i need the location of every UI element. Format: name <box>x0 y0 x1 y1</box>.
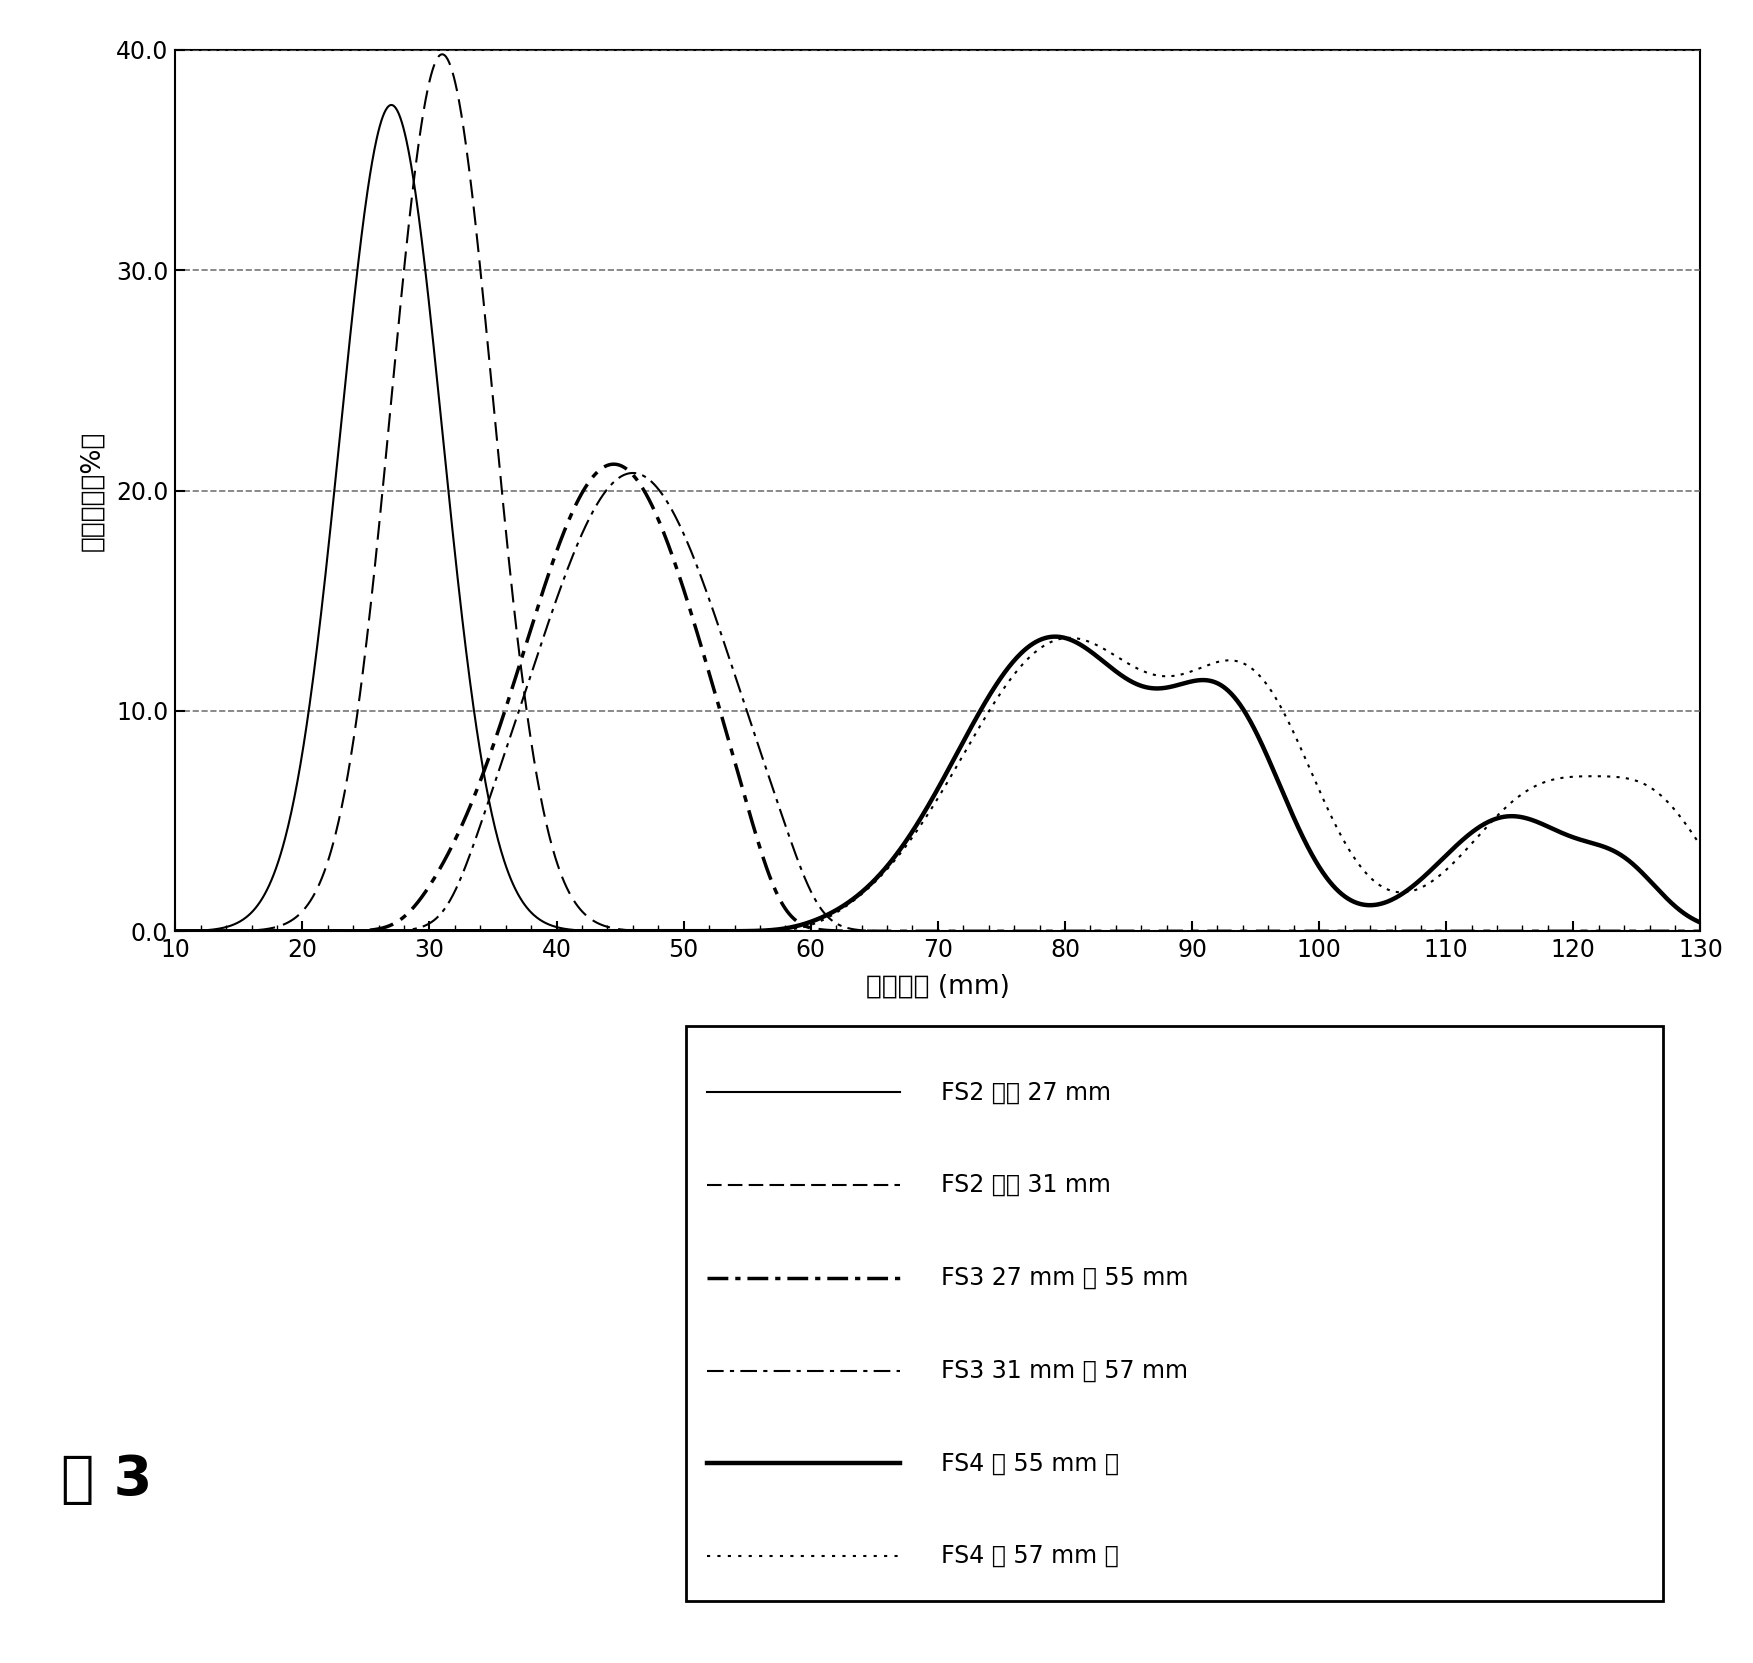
Y-axis label: 重量比例（%）: 重量比例（%） <box>79 431 105 550</box>
Text: FS2 最高 31 mm: FS2 最高 31 mm <box>941 1172 1111 1197</box>
Text: FS4 从 55 mm 起: FS4 从 55 mm 起 <box>941 1452 1118 1475</box>
Text: FS3 31 mm 至 57 mm: FS3 31 mm 至 57 mm <box>941 1359 1189 1382</box>
Text: FS4 从 57 mm 起: FS4 从 57 mm 起 <box>941 1545 1118 1568</box>
Text: FS3 27 mm 至 55 mm: FS3 27 mm 至 55 mm <box>941 1266 1189 1290</box>
X-axis label: 长度级别 (mm): 长度级别 (mm) <box>866 973 1010 999</box>
Text: FS2 最高 27 mm: FS2 最高 27 mm <box>941 1081 1111 1104</box>
Text: 图 3: 图 3 <box>61 1453 153 1507</box>
